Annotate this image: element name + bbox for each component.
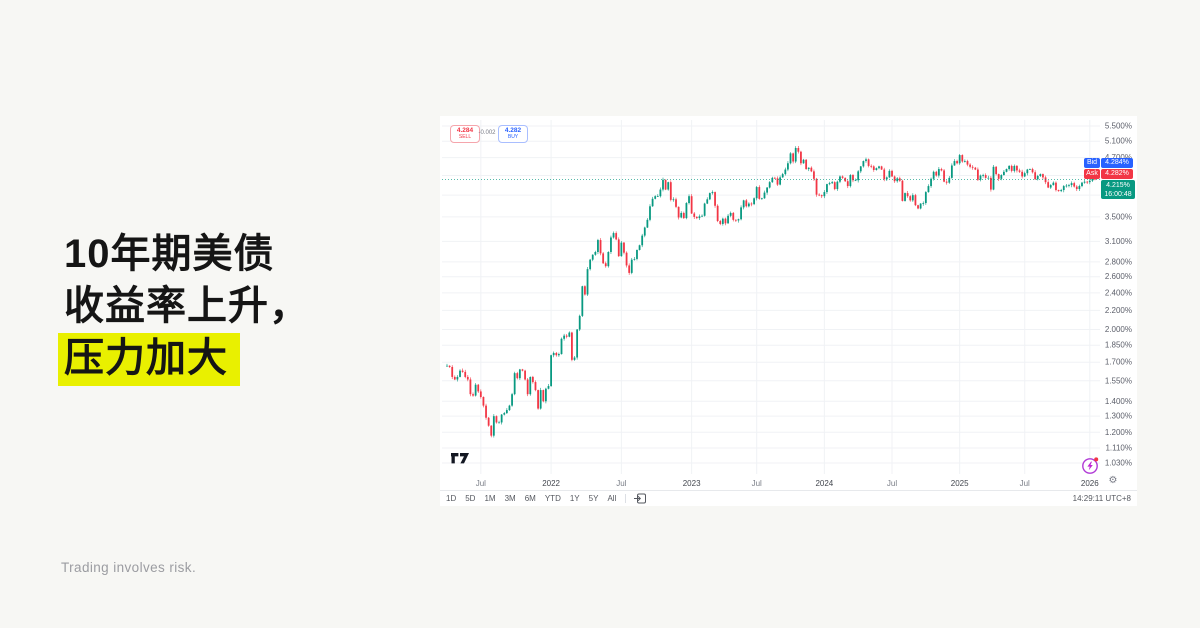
timeframe-group: 1D 5D 1M 3M 6M YTD 1Y 5Y All <box>446 494 625 503</box>
bid-value: 4.284% <box>1101 158 1133 168</box>
gear-icon[interactable]: ⚙ <box>1108 475 1118 486</box>
timeframe-button-5d[interactable]: 5D <box>465 494 476 503</box>
svg-text:3.500%: 3.500% <box>1105 212 1132 221</box>
ask-tag: Ask <box>1084 169 1100 179</box>
svg-text:5.500%: 5.500% <box>1105 122 1132 131</box>
svg-text:Jul: Jul <box>887 479 897 488</box>
svg-text:2026: 2026 <box>1081 479 1099 488</box>
timeframe-button-all[interactable]: All <box>607 494 617 503</box>
date-range-icon[interactable] <box>634 493 647 504</box>
svg-text:2023: 2023 <box>683 479 701 488</box>
buy-price: 4.282 <box>504 126 522 134</box>
svg-text:4.700%: 4.700% <box>1105 153 1132 162</box>
svg-text:Jul: Jul <box>476 479 486 488</box>
svg-text:1.300%: 1.300% <box>1105 412 1132 421</box>
bid-tag: Bid <box>1084 158 1100 168</box>
svg-text:1.700%: 1.700% <box>1105 358 1132 367</box>
svg-text:Jul: Jul <box>616 479 626 488</box>
svg-text:1.850%: 1.850% <box>1105 341 1132 350</box>
timeframe-button-1d[interactable]: 1D <box>446 494 457 503</box>
yield-candlestick-chart[interactable]: 5.500%5.100%4.700%3.900%3.500%3.100%2.80… <box>440 116 1137 490</box>
timeframe-button-6m[interactable]: 6M <box>524 494 536 503</box>
svg-text:2024: 2024 <box>815 479 833 488</box>
timeframe-button-1y[interactable]: 1Y <box>569 494 580 503</box>
last-price-value: 4.215% <box>1106 182 1130 189</box>
svg-text:Jul: Jul <box>752 479 762 488</box>
svg-text:2.600%: 2.600% <box>1105 272 1132 281</box>
timeframe-button-ytd[interactable]: YTD <box>544 494 561 503</box>
spread-value: -0.002 <box>478 130 496 136</box>
svg-text:2.800%: 2.800% <box>1105 257 1132 266</box>
last-price-countdown: 16:00:48 <box>1104 191 1132 198</box>
svg-text:1.110%: 1.110% <box>1105 443 1132 452</box>
svg-text:1.550%: 1.550% <box>1105 376 1132 385</box>
last-price-tag: 4.215% 16:00:48 <box>1101 180 1135 199</box>
svg-text:2.200%: 2.200% <box>1105 306 1132 315</box>
sell-price: 4.284 <box>456 126 474 134</box>
risk-disclaimer: Trading involves risk. <box>61 560 197 575</box>
chart-toolbar: 1D 5D 1M 3M 6M YTD 1Y 5Y All 14:29:11 UTC+8 <box>440 490 1137 506</box>
clock-utc: 14:29:11 UTC+8 <box>1072 494 1131 503</box>
headline-line-3-highlighted: 压力加大 <box>58 333 240 386</box>
sell-label: SELL <box>458 134 472 141</box>
svg-text:1.200%: 1.200% <box>1105 428 1132 437</box>
sell-button[interactable]: 4.284 SELL <box>450 125 480 143</box>
svg-text:2.000%: 2.000% <box>1105 325 1132 334</box>
headline-line-1: 10年期美债 <box>64 232 275 276</box>
buy-label: BUY <box>507 134 519 141</box>
svg-text:2022: 2022 <box>542 479 560 488</box>
buy-button[interactable]: 4.282 BUY <box>498 125 528 143</box>
tradingview-logo-icon[interactable] <box>451 452 470 465</box>
svg-text:1.400%: 1.400% <box>1105 397 1132 406</box>
svg-text:2025: 2025 <box>951 479 969 488</box>
svg-text:2.400%: 2.400% <box>1105 288 1132 297</box>
timeframe-button-5y[interactable]: 5Y <box>588 494 599 503</box>
toolbar-divider <box>625 494 627 503</box>
headline: 10年期美债 收益率上升， 压力加大 <box>58 228 310 386</box>
svg-text:3.100%: 3.100% <box>1105 237 1132 246</box>
svg-text:Jul: Jul <box>1020 479 1030 488</box>
ask-value: 4.282% <box>1101 169 1133 179</box>
flash-icon[interactable] <box>1081 456 1100 475</box>
tradingview-chart-panel: 5.500%5.100%4.700%3.900%3.500%3.100%2.80… <box>440 116 1137 506</box>
svg-text:1.030%: 1.030% <box>1105 459 1132 468</box>
svg-text:5.100%: 5.100% <box>1105 137 1132 146</box>
headline-line-2: 收益率上升， <box>64 284 310 328</box>
timeframe-button-3m[interactable]: 3M <box>504 494 516 503</box>
timeframe-button-1m[interactable]: 1M <box>484 494 496 503</box>
